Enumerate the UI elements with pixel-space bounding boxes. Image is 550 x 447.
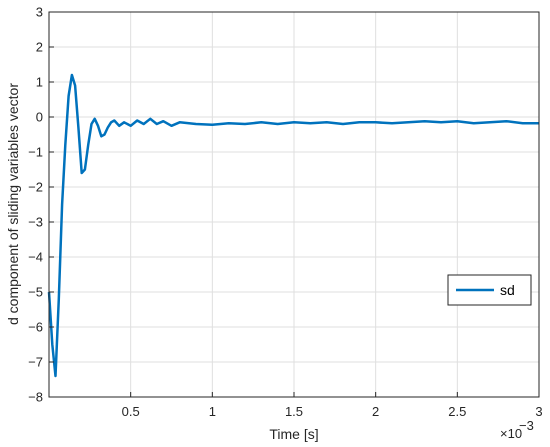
y-axis-label: d component of sliding variables vector: [5, 83, 21, 325]
x-axis-label: Time [s]: [269, 426, 318, 442]
y-tick-label: −1: [28, 145, 43, 160]
y-tick-label: −2: [28, 180, 43, 195]
series-line-sd: [47, 73, 539, 378]
legend-label-sd: sd: [500, 282, 515, 298]
y-tick-label: −7: [28, 355, 43, 370]
y-tick-label: −4: [28, 250, 43, 265]
x-exponent-power: −3: [519, 418, 534, 433]
legend: sd: [447, 274, 532, 306]
y-tick-label: 3: [36, 5, 43, 20]
y-tick-label: 0: [36, 110, 43, 125]
y-tick-label: −5: [28, 285, 43, 300]
x-tick-label: 1: [209, 404, 216, 419]
x-tick-label: 0.5: [122, 404, 140, 419]
y-tick-label: −3: [28, 215, 43, 230]
x-tick-label: 3: [535, 404, 542, 419]
x-tick-label: 1.5: [285, 404, 303, 419]
series-layer: [47, 73, 539, 378]
y-tick-label: 1: [36, 75, 43, 90]
y-tick-label: −6: [28, 320, 43, 335]
x-exponent-label: ×10: [500, 426, 522, 441]
x-tick-label: 2: [372, 404, 379, 419]
y-tick-label: −8: [28, 390, 43, 405]
tick-labels: 0.5 1 1.5 2 2.5 3 3 2 1 0 −1 −2 −3 −4 −5 −6 −7 −8: [28, 5, 542, 420]
ticks: [49, 11, 540, 398]
grid: [49, 11, 540, 398]
y-tick-label: 2: [36, 40, 43, 55]
x-tick-label: 2.5: [448, 404, 466, 419]
